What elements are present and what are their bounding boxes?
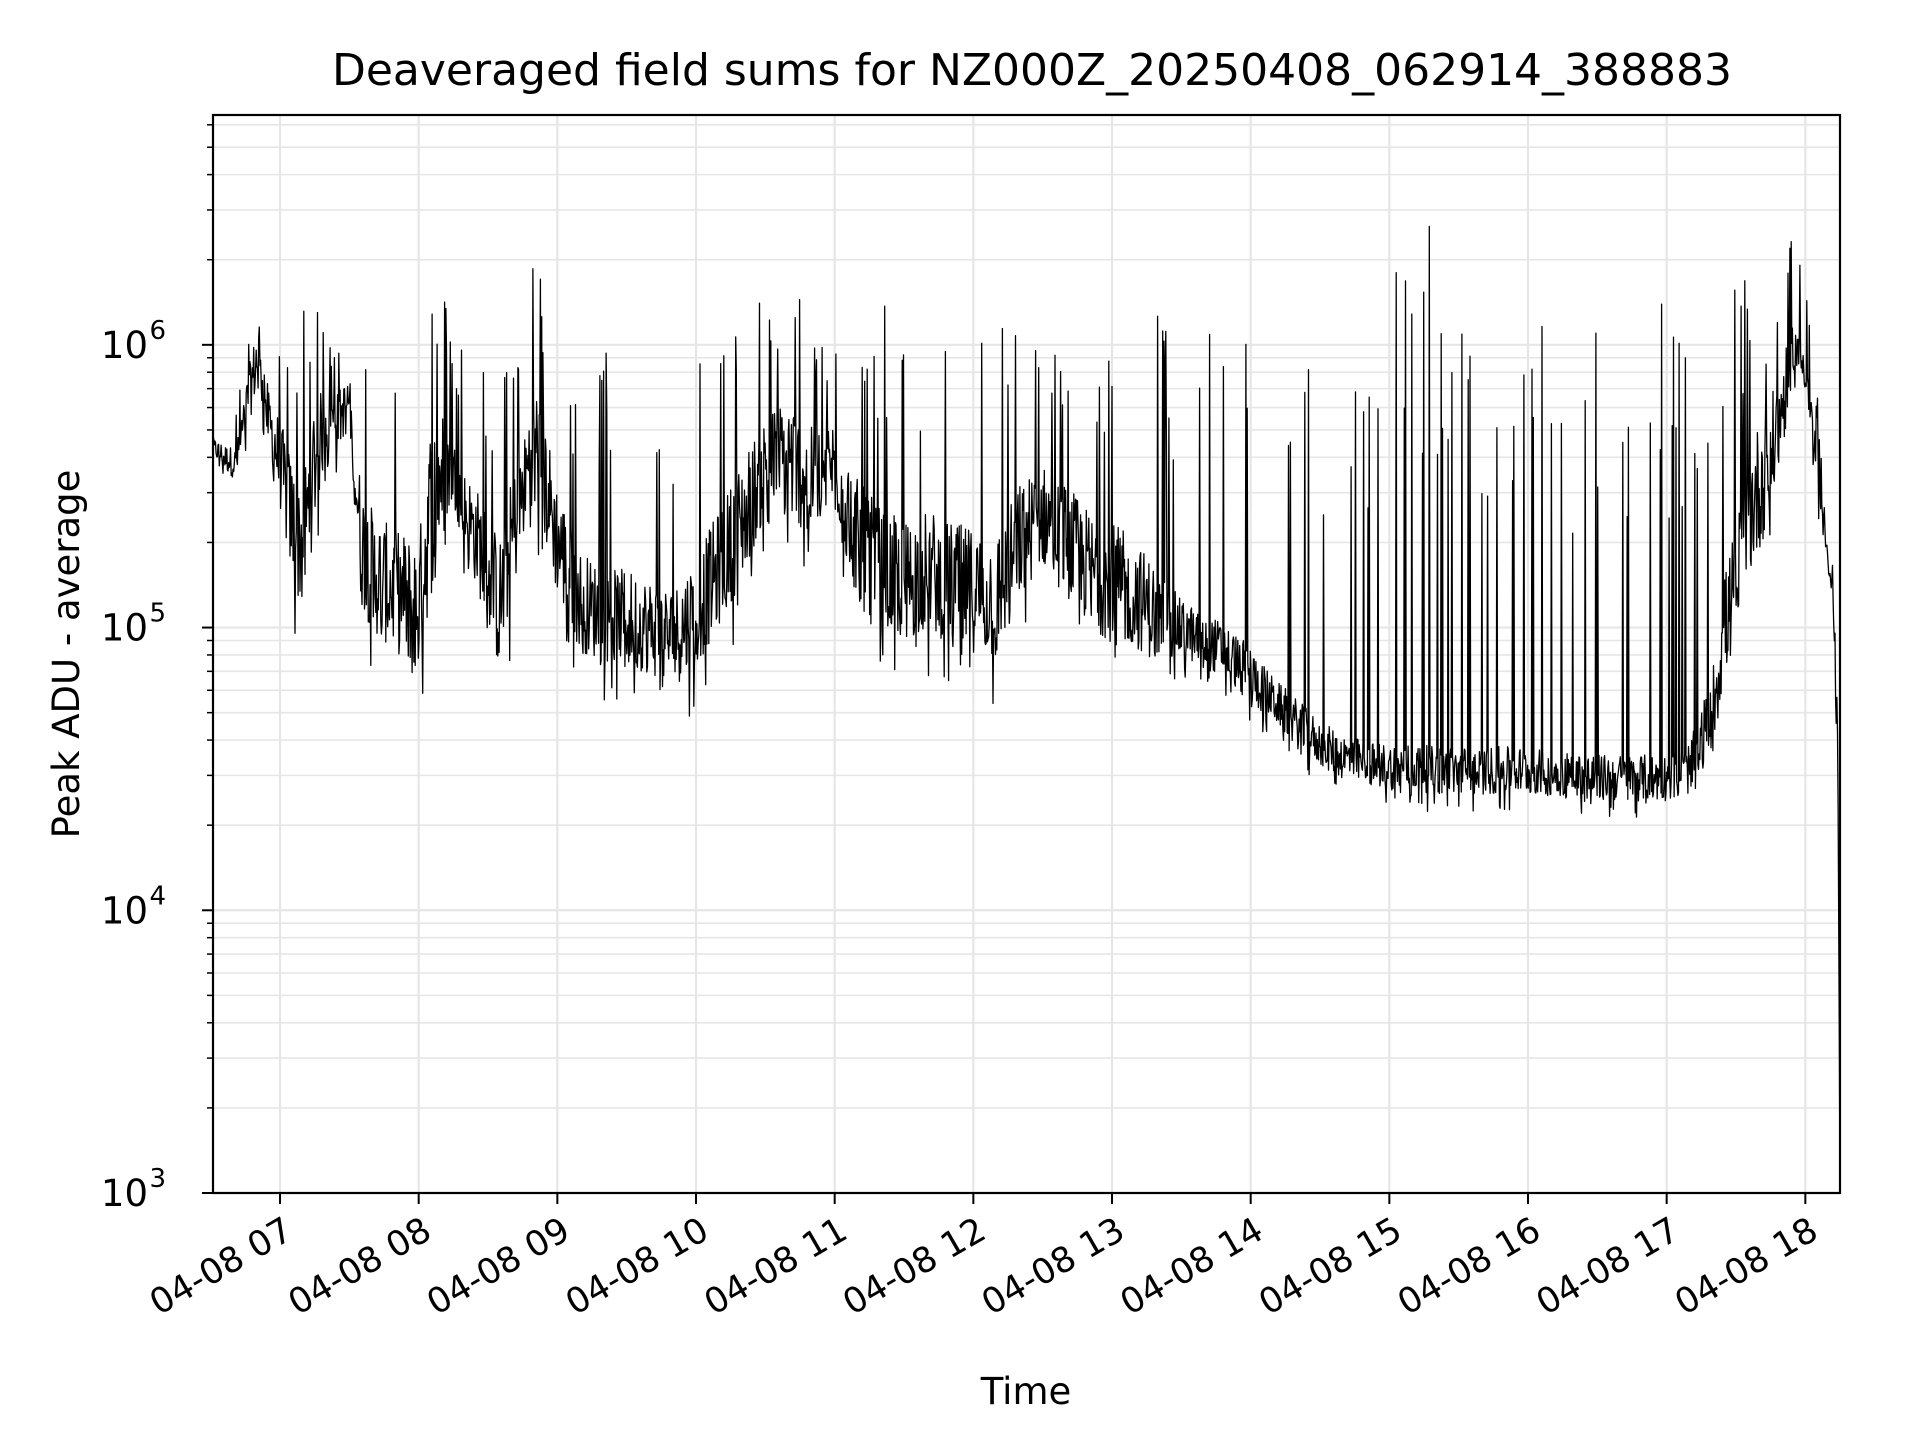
y-tick-base: 10 (101, 1172, 148, 1215)
y-tick-label: 10 (101, 889, 148, 932)
series-polyline (212, 225, 1841, 1194)
grid (213, 115, 1840, 1195)
x-axis-label: Time (980, 1370, 1072, 1413)
y-tick-label: 10 (101, 324, 148, 367)
y-tick-label: 10 (101, 1172, 148, 1215)
y-tick-exponent: 5 (149, 599, 166, 629)
series-line (212, 225, 1841, 1194)
y-tick-label: 10 (101, 607, 148, 650)
y-tick-base: 10 (101, 889, 148, 932)
y-tick-base: 10 (101, 324, 148, 367)
plot-frame (211, 113, 1842, 1195)
y-tick-exponent: 4 (149, 881, 166, 911)
y-tick-exponent: 6 (149, 316, 166, 346)
chart-title: Deaveraged field sums for NZ000Z_2025040… (332, 45, 1732, 96)
y-axis-label: Peak ADU - average (45, 470, 88, 839)
y-tick-exponent: 3 (149, 1164, 166, 1194)
y-tick-base: 10 (101, 607, 148, 650)
